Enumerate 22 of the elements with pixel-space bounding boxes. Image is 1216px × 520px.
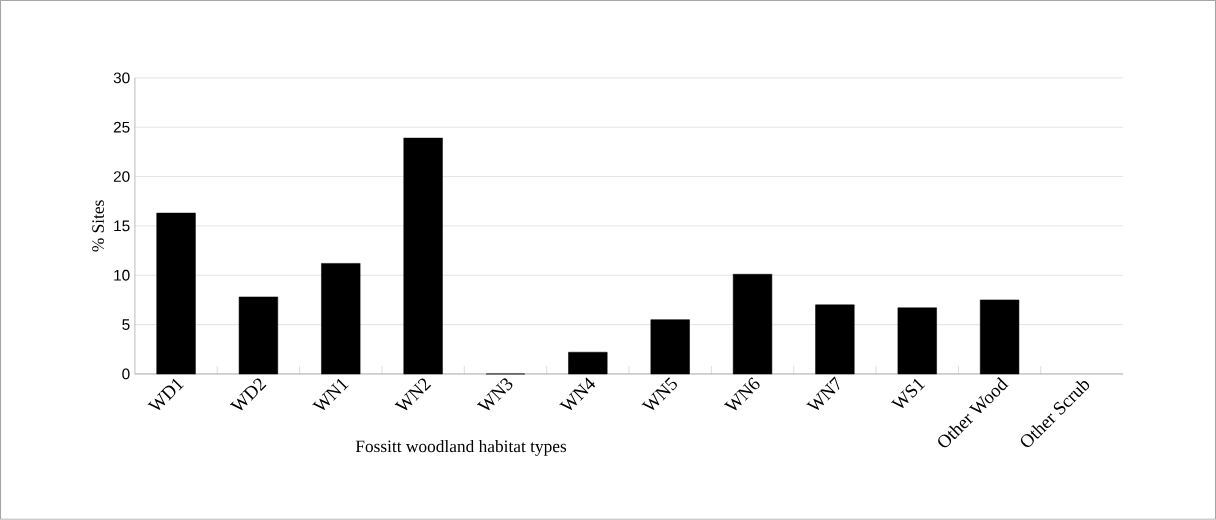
bar bbox=[568, 352, 608, 375]
y-tick-label: 15 bbox=[114, 220, 130, 232]
bar bbox=[650, 319, 690, 375]
x-tick-label: WN1 bbox=[312, 378, 349, 411]
y-tick-label: 5 bbox=[122, 319, 130, 331]
y-tick-label: 10 bbox=[114, 269, 130, 281]
y-tick-label: 25 bbox=[113, 121, 130, 133]
bar bbox=[732, 274, 773, 375]
x-tick-label: WD1 bbox=[147, 378, 184, 411]
bar bbox=[979, 299, 1020, 375]
x-axis-title: Fossitt woodland habitat types bbox=[355, 440, 567, 456]
y-tick-label: 30 bbox=[113, 72, 130, 84]
bar bbox=[156, 212, 196, 375]
bar bbox=[321, 263, 361, 375]
y-tick-label: 0 bbox=[122, 368, 130, 380]
bar bbox=[403, 137, 443, 375]
y-axis-title: % Sites bbox=[92, 200, 104, 252]
bar bbox=[897, 307, 937, 375]
y-tick-label: 20 bbox=[113, 171, 130, 183]
bar bbox=[815, 304, 855, 375]
x-tick-label: WS1 bbox=[890, 378, 926, 409]
bar bbox=[238, 296, 279, 375]
